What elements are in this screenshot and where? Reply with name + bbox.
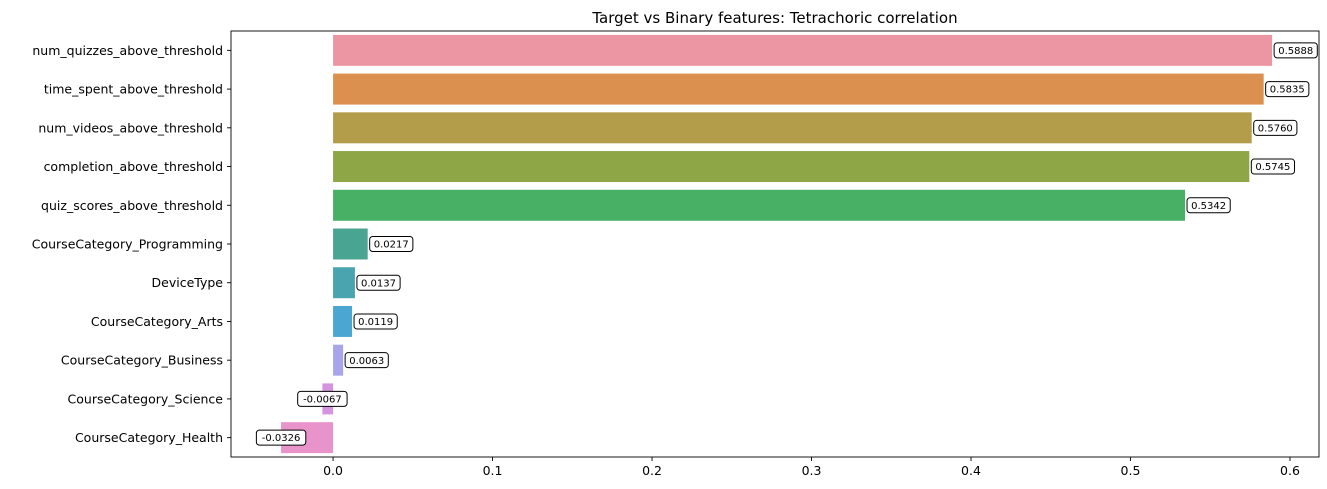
ytick-label: CourseCategory_Science xyxy=(68,391,224,406)
xtick-label: 0.3 xyxy=(802,463,822,478)
bar-time_spent_above_threshold xyxy=(333,73,1264,105)
data-label: 0.0063 xyxy=(349,356,384,367)
ytick-label: DeviceType xyxy=(152,275,224,290)
ytick-label: num_videos_above_threshold xyxy=(38,120,223,135)
data-label: 0.0217 xyxy=(374,240,409,251)
data-label: -0.0067 xyxy=(303,395,342,406)
xtick-label: 0.5 xyxy=(1121,463,1141,478)
data-label-box xyxy=(255,429,307,446)
data-label-box xyxy=(356,274,401,291)
data-label-box xyxy=(1253,119,1298,136)
data-label: -0.0326 xyxy=(262,433,301,444)
bar-CourseCategory_Arts xyxy=(333,305,353,337)
data-label-box xyxy=(1186,197,1231,214)
data-labels: 0.5888 0.5835 0.5760 0.5745 0.5342 0.0217 0.01… xyxy=(255,42,1318,446)
data-label: 0.5835 xyxy=(1270,85,1305,96)
ytick-label: time_spent_above_threshold xyxy=(44,82,223,97)
data-label-box xyxy=(353,313,398,330)
xtick-label: 0.1 xyxy=(483,463,503,478)
plot-frame xyxy=(230,30,1320,458)
bar-CourseCategory_Business xyxy=(333,344,344,376)
bar-DeviceType xyxy=(333,267,355,299)
data-label-box xyxy=(1273,42,1318,59)
xtick-label: 0.0 xyxy=(323,463,343,478)
bar-num_videos_above_threshold xyxy=(333,112,1252,144)
ytick-label: CourseCategory_Programming xyxy=(32,237,223,252)
bar-completion_above_threshold xyxy=(333,151,1250,183)
data-label-box xyxy=(1265,81,1310,98)
x-axis-ticks: 0.0 0.1 0.2 0.3 0.4 0.5 0.6 xyxy=(323,457,1300,478)
chart-title: Target vs Binary features: Tetrachoric c… xyxy=(591,9,957,27)
xtick-label: 0.4 xyxy=(961,463,981,478)
data-label: 0.5745 xyxy=(1255,162,1290,173)
ytick-label: quiz_scores_above_threshold xyxy=(41,198,223,213)
bars-group xyxy=(281,34,1273,454)
y-axis-ticks: num_quizzes_above_threshold time_spent_ab… xyxy=(32,43,231,445)
ytick-label: completion_above_threshold xyxy=(44,159,223,174)
bar-quiz_scores_above_threshold xyxy=(333,189,1186,221)
data-label: 0.5342 xyxy=(1191,201,1226,212)
xtick-label: 0.2 xyxy=(642,463,662,478)
data-label: 0.0137 xyxy=(361,278,396,289)
data-label-box xyxy=(1250,158,1296,175)
ytick-label: CourseCategory_Arts xyxy=(91,314,223,329)
data-label-box xyxy=(344,352,389,369)
ytick-label: num_quizzes_above_threshold xyxy=(32,43,223,58)
data-label: 0.0119 xyxy=(358,317,393,328)
data-label-box xyxy=(369,236,414,252)
bar-CourseCategory_Programming xyxy=(333,228,368,260)
data-label: 0.5760 xyxy=(1258,123,1293,134)
xtick-label: 0.6 xyxy=(1280,463,1300,478)
bar-num_quizzes_above_threshold xyxy=(333,34,1273,66)
data-label: 0.5888 xyxy=(1278,46,1313,57)
ytick-label: CourseCategory_Business xyxy=(61,353,223,368)
data-label-box xyxy=(297,390,348,407)
ytick-label: CourseCategory_Health xyxy=(75,430,223,445)
